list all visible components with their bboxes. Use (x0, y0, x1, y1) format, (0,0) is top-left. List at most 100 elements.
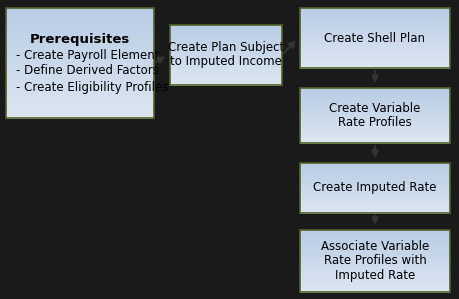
Bar (300, 8, 450, 68)
Bar (300, 130, 450, 132)
Bar (300, 21, 450, 22)
Text: Create Plan Subject: Create Plan Subject (168, 42, 284, 54)
Bar (6, 56, 154, 58)
Bar (300, 189, 450, 190)
Bar (300, 64, 450, 65)
Bar (300, 277, 450, 279)
Bar (170, 63, 282, 65)
Bar (170, 37, 282, 39)
Bar (300, 202, 450, 204)
Bar (300, 166, 450, 167)
Bar (300, 113, 450, 114)
Bar (6, 54, 154, 56)
Bar (6, 105, 154, 108)
Bar (300, 32, 450, 33)
Bar (300, 169, 450, 170)
Bar (300, 128, 450, 130)
Bar (300, 16, 450, 18)
Bar (300, 12, 450, 13)
Bar (170, 26, 282, 28)
Bar (6, 39, 154, 42)
Bar (300, 54, 450, 56)
Bar (300, 203, 450, 204)
Text: Create Shell Plan: Create Shell Plan (325, 31, 425, 45)
Bar (6, 94, 154, 97)
Bar (300, 289, 450, 290)
Bar (170, 49, 282, 51)
Bar (300, 212, 450, 213)
Text: Associate Variable: Associate Variable (321, 240, 429, 254)
Bar (300, 188, 450, 189)
Bar (6, 15, 154, 18)
Bar (170, 55, 282, 57)
Bar (300, 163, 450, 164)
Bar (300, 36, 450, 37)
Bar (6, 92, 154, 95)
Bar (300, 120, 450, 121)
Bar (300, 280, 450, 281)
Bar (300, 98, 450, 100)
Bar (300, 167, 450, 169)
Bar (300, 242, 450, 244)
Bar (6, 23, 154, 25)
Bar (300, 285, 450, 286)
Bar (300, 97, 450, 99)
Bar (300, 19, 450, 21)
Bar (300, 243, 450, 245)
Bar (300, 201, 450, 203)
Text: to Imputed Income: to Imputed Income (170, 56, 282, 68)
Bar (300, 18, 450, 19)
Bar (300, 135, 450, 136)
Bar (300, 140, 450, 142)
Bar (300, 258, 450, 260)
Bar (300, 171, 450, 173)
Bar (300, 194, 450, 195)
Bar (300, 193, 450, 194)
Bar (170, 35, 282, 36)
Bar (300, 235, 450, 237)
Bar (300, 91, 450, 92)
Bar (300, 40, 450, 42)
Bar (6, 26, 154, 29)
Bar (300, 181, 450, 183)
Bar (6, 21, 154, 23)
Bar (300, 273, 450, 275)
Bar (170, 57, 282, 59)
Bar (6, 59, 154, 62)
Bar (6, 43, 154, 45)
Bar (300, 25, 450, 27)
Bar (300, 133, 450, 134)
Bar (300, 237, 450, 239)
Bar (300, 88, 450, 143)
Bar (300, 43, 450, 45)
Bar (300, 61, 450, 62)
Bar (6, 109, 154, 111)
Bar (300, 247, 450, 248)
Bar (300, 33, 450, 34)
Bar (300, 282, 450, 283)
Bar (6, 103, 154, 106)
Text: Create Variable: Create Variable (329, 102, 421, 115)
Bar (300, 37, 450, 39)
Bar (170, 58, 282, 60)
Bar (300, 52, 450, 54)
Text: - Create Payroll Element: - Create Payroll Element (16, 48, 159, 62)
Bar (300, 30, 450, 31)
Bar (300, 208, 450, 209)
Bar (300, 96, 450, 98)
Bar (6, 63, 154, 65)
Bar (300, 264, 450, 266)
Bar (300, 94, 450, 95)
Bar (170, 68, 282, 69)
Bar (300, 281, 450, 282)
Bar (300, 163, 450, 213)
Bar (300, 204, 450, 205)
Bar (300, 15, 450, 16)
Bar (6, 12, 154, 14)
Bar (300, 170, 450, 172)
Bar (300, 62, 450, 63)
Bar (170, 46, 282, 48)
Bar (300, 45, 450, 47)
Bar (170, 25, 282, 85)
Bar (300, 116, 450, 118)
